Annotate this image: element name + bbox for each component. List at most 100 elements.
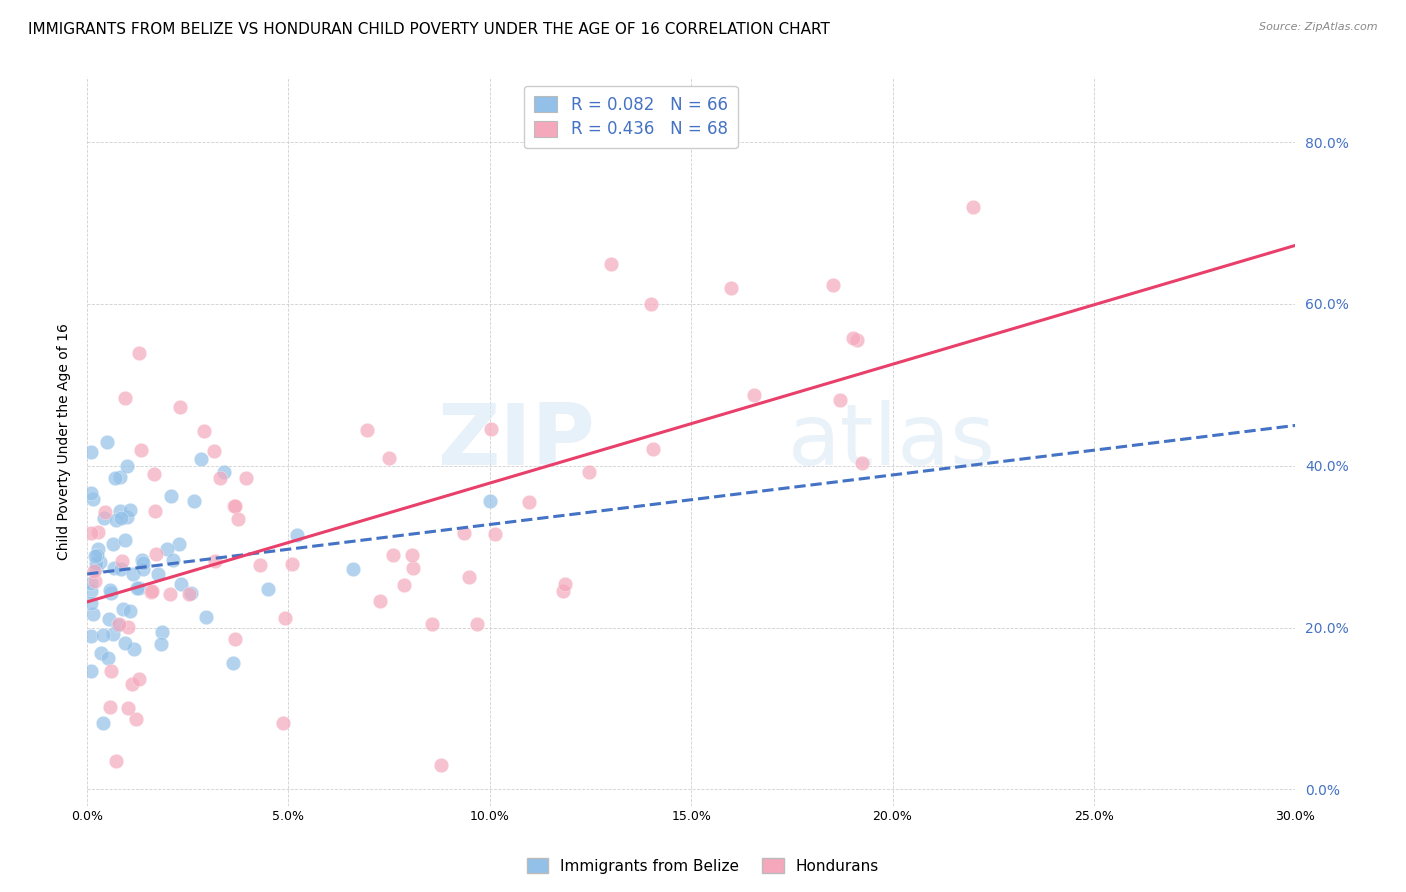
Point (80, 576, 103, 591)
Point (180, 586, 202, 600)
Point (401, 561, 423, 575)
Point (91, 628, 114, 642)
Point (271, 715, 294, 730)
Point (484, 526, 506, 541)
Point (128, 345, 150, 359)
Point (115, 510, 138, 524)
Point (257, 582, 280, 597)
Point (167, 537, 190, 551)
Point (121, 676, 143, 690)
Point (103, 561, 125, 575)
Point (86, 548, 108, 562)
Point (103, 537, 125, 551)
Point (249, 558, 271, 572)
Point (224, 632, 246, 646)
Point (125, 713, 148, 727)
Point (83, 549, 105, 563)
Point (127, 581, 149, 595)
Point (122, 641, 145, 656)
Point (401, 548, 423, 562)
Point (112, 601, 135, 615)
Point (640, 297, 662, 311)
Point (80, 595, 103, 609)
Point (117, 458, 139, 473)
Point (159, 489, 181, 503)
Point (108, 470, 131, 484)
Point (846, 334, 869, 348)
Point (100, 586, 122, 600)
Point (114, 533, 136, 547)
Point (429, 758, 451, 772)
Point (143, 504, 166, 518)
Point (97, 651, 120, 665)
Point (479, 422, 502, 436)
Legend: Immigrants from Belize, Hondurans: Immigrants from Belize, Hondurans (520, 852, 886, 880)
Point (235, 471, 257, 485)
Point (117, 620, 139, 634)
Point (222, 500, 245, 514)
Point (209, 471, 232, 485)
Point (287, 528, 309, 542)
Point (221, 656, 243, 670)
Point (114, 636, 136, 650)
Point (162, 553, 184, 567)
Point (381, 548, 404, 562)
Text: Source: ZipAtlas.com: Source: ZipAtlas.com (1260, 22, 1378, 32)
Point (132, 562, 155, 576)
Point (169, 400, 191, 414)
Point (93, 716, 115, 731)
Point (224, 499, 246, 513)
Point (110, 511, 132, 525)
Point (84, 556, 107, 570)
Point (118, 604, 141, 618)
Point (378, 451, 401, 466)
Point (554, 577, 576, 591)
Point (478, 494, 501, 508)
Point (80, 664, 103, 678)
Legend: R = 0.082   N = 66, R = 0.436   N = 68: R = 0.082 N = 66, R = 0.436 N = 68 (524, 86, 738, 148)
Point (179, 587, 201, 601)
Point (150, 624, 173, 639)
Point (190, 451, 212, 466)
Point (114, 392, 136, 406)
Point (98, 582, 121, 597)
Point (121, 566, 143, 581)
Point (851, 456, 873, 470)
Point (226, 512, 249, 526)
Point (204, 554, 226, 568)
Point (107, 618, 129, 632)
Point (118, 503, 141, 517)
Point (132, 556, 155, 570)
Point (80, 629, 103, 643)
Point (131, 442, 153, 457)
Point (108, 617, 131, 632)
Point (368, 594, 391, 608)
Point (170, 577, 193, 591)
Point (143, 467, 166, 481)
Point (159, 587, 181, 601)
Point (274, 610, 297, 624)
Point (281, 557, 304, 571)
Point (100, 664, 122, 678)
Point (80, 445, 103, 459)
Y-axis label: Child Poverty Under the Age of 16: Child Poverty Under the Age of 16 (58, 323, 72, 560)
Text: IMMIGRANTS FROM BELIZE VS HONDURAN CHILD POVERTY UNDER THE AGE OF 16 CORRELATION: IMMIGRANTS FROM BELIZE VS HONDURAN CHILD… (28, 22, 830, 37)
Point (117, 701, 139, 715)
Point (110, 562, 132, 576)
Point (744, 388, 766, 402)
Point (599, 256, 621, 270)
Point (420, 617, 443, 632)
Point (202, 443, 225, 458)
Point (141, 583, 163, 598)
Point (96, 434, 118, 449)
Point (87, 525, 110, 540)
Point (104, 754, 127, 768)
Point (128, 673, 150, 687)
Point (84, 560, 107, 574)
Point (93, 511, 115, 525)
Point (80, 526, 103, 541)
Point (111, 554, 134, 568)
Point (453, 526, 475, 541)
Point (183, 493, 205, 508)
Point (150, 637, 173, 651)
